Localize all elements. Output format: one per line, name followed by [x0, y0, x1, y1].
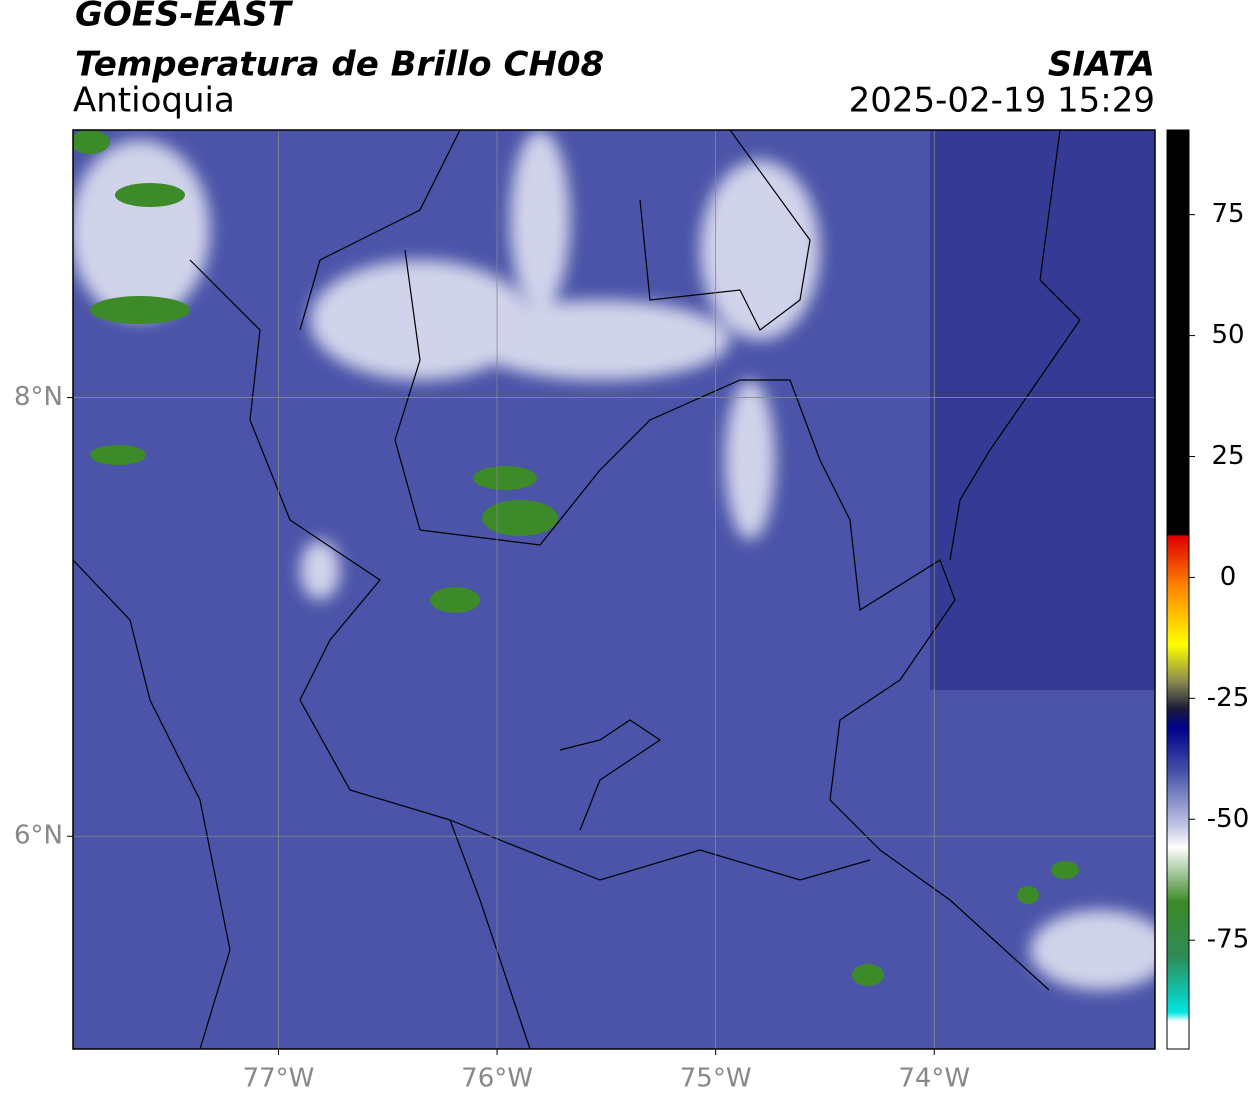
colorbar-tick-label: -75 [1207, 925, 1249, 955]
map-imagery [73, 130, 1155, 1049]
x-tick-label: 76°W [461, 1064, 533, 1094]
title: GOES-EAST [75, 0, 294, 35]
colorbar-tick-label: 0 [1220, 562, 1237, 592]
datetime: 2025-02-19 15:29 [849, 81, 1155, 121]
colorbar-tick-label: -50 [1207, 804, 1249, 834]
y-tick-label: 6°N [14, 821, 63, 851]
map-frame [72, 129, 1156, 1050]
colorbar-tick-label: 25 [1211, 441, 1244, 471]
y-tick-label: 8°N [14, 382, 63, 412]
colorbar-tick-label: -25 [1207, 683, 1249, 713]
subtitle: Temperatura de Brillo CH08 [75, 45, 604, 85]
colorbar-tick-label: 50 [1211, 320, 1244, 350]
x-tick-label: 74°W [898, 1064, 970, 1094]
colorbar [1166, 129, 1190, 1050]
x-tick-label: 77°W [243, 1064, 315, 1094]
colorbar-tick-label: 75 [1211, 199, 1244, 229]
x-tick-label: 75°W [680, 1064, 752, 1094]
source: SIATA [1048, 45, 1155, 85]
region: Antioquia [73, 81, 235, 121]
